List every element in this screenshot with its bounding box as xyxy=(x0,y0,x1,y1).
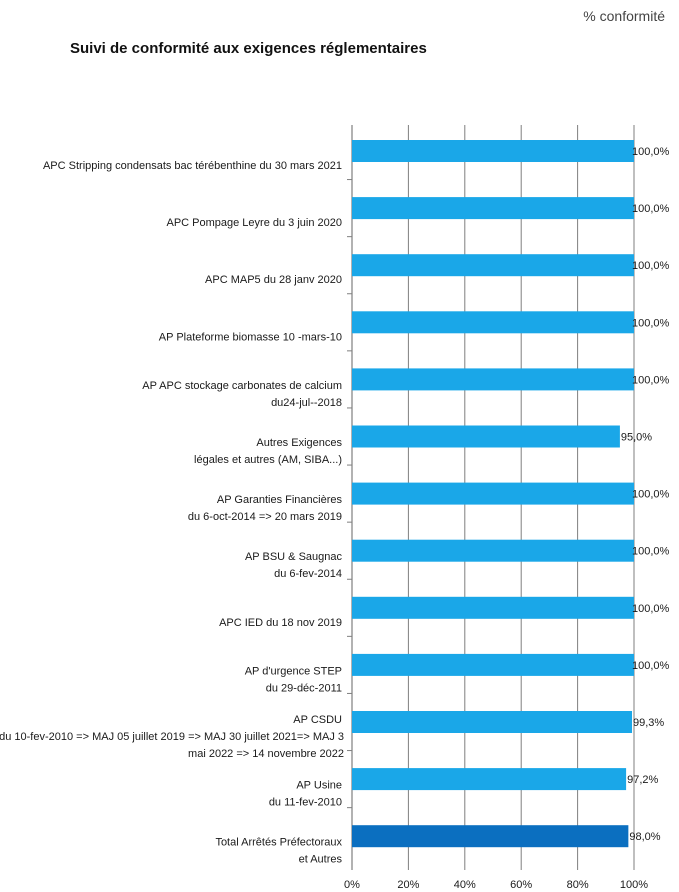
data-label: 99,3% xyxy=(633,717,664,729)
bar xyxy=(352,482,634,505)
x-tick-label: 100% xyxy=(620,879,648,891)
bar xyxy=(352,825,629,848)
chart-title: Suivi de conformité aux exigences réglem… xyxy=(70,40,427,57)
category-label: mai 2022 => 14 novembre 2022 xyxy=(188,748,344,760)
data-label: 100,0% xyxy=(632,146,670,158)
x-tick-label: 40% xyxy=(454,879,476,891)
data-label: 97,2% xyxy=(627,774,658,786)
category-label: AP APC stockage carbonates de calcium xyxy=(142,380,342,392)
category-label: légales et autres (AM, SIBA...) xyxy=(194,454,342,466)
category-label: du 6-oct-2014 => 20 mars 2019 xyxy=(188,511,342,523)
x-tick-label: 80% xyxy=(567,879,589,891)
category-label: du 11-fev-2010 xyxy=(269,797,342,809)
data-label: 100,0% xyxy=(632,260,670,272)
bar xyxy=(352,425,620,448)
x-tick-label: 60% xyxy=(510,879,532,891)
data-label: 100,0% xyxy=(632,489,670,501)
category-label: APC Pompage Leyre du 3 juin 2020 xyxy=(166,217,342,229)
data-label: 100,0% xyxy=(632,603,670,615)
bar xyxy=(352,311,634,334)
category-label: et Autres xyxy=(299,854,343,866)
data-label: 100,0% xyxy=(632,660,670,672)
category-label: AP d'urgence STEP xyxy=(245,665,342,677)
data-label: 100,0% xyxy=(632,317,670,329)
category-label: du 10-fev-2010 => MAJ 05 juillet 2019 =>… xyxy=(0,731,344,743)
unit-label: % conformité xyxy=(583,8,665,24)
category-label: AP BSU & Saugnac xyxy=(245,551,343,563)
category-label: AP Garanties Financières xyxy=(217,494,343,506)
category-label: APC Stripping condensats bac térébenthin… xyxy=(43,160,342,172)
data-label: 98,0% xyxy=(629,831,660,843)
data-label: 100,0% xyxy=(632,546,670,558)
data-label: 100,0% xyxy=(632,374,670,386)
category-label: Total Arrêtés Préfectoraux xyxy=(215,837,342,849)
bar xyxy=(352,140,634,162)
data-label: 95,0% xyxy=(621,432,652,444)
category-label: APC MAP5 du 28 janv 2020 xyxy=(205,274,342,286)
bar xyxy=(352,539,634,562)
bar xyxy=(352,596,634,619)
category-label: AP CSDU xyxy=(293,714,342,726)
category-label: du 29-déc-2011 xyxy=(266,682,342,694)
x-tick-label: 20% xyxy=(397,879,419,891)
bar xyxy=(352,368,634,391)
category-label: du 6-fev-2014 xyxy=(274,568,342,580)
bar xyxy=(352,197,634,220)
bar xyxy=(352,711,633,733)
category-label: AP Plateforme biomasse 10 -mars-10 xyxy=(159,331,342,343)
bar xyxy=(352,768,627,791)
category-label: AP Usine xyxy=(296,780,342,792)
data-label: 100,0% xyxy=(632,203,670,215)
bar xyxy=(352,254,634,277)
x-tick-label: 0% xyxy=(344,879,360,891)
category-label: APC IED du 18 nov 2019 xyxy=(219,617,342,629)
category-label: Autres Exigences xyxy=(256,437,342,449)
category-label: du24-jul--2018 xyxy=(271,397,342,409)
bar xyxy=(352,653,634,676)
